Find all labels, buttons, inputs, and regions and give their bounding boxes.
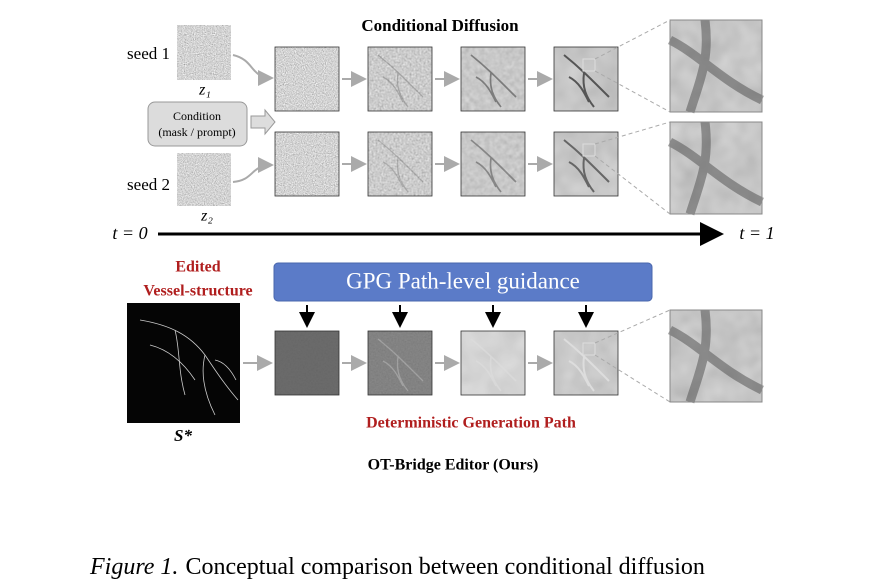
image-border [553, 46, 619, 112]
zoom-vessel [667, 309, 764, 404]
zoom-source [582, 342, 596, 356]
image-border [460, 46, 526, 112]
image-border [367, 330, 433, 396]
image-border [274, 330, 340, 396]
seed-noise [177, 25, 231, 80]
seed-label: seed 2 [127, 175, 170, 194]
zoom-line [594, 19, 671, 60]
step-image [275, 47, 339, 111]
zoom-source [582, 58, 596, 72]
zoom-border [669, 309, 763, 403]
input-label: Vessel-structure [143, 283, 252, 300]
structure-lines [139, 319, 239, 416]
input-symbol: S* [174, 426, 192, 445]
image-border [274, 46, 340, 112]
image-border [553, 131, 619, 197]
structure-image [127, 303, 240, 423]
image-border [460, 131, 526, 197]
condition-box [147, 101, 248, 147]
zoom-vessel [667, 19, 764, 114]
guidance-label: GPG Path-level guidance [346, 268, 580, 293]
seed-label: seed 1 [127, 44, 170, 63]
image-border [367, 131, 433, 197]
latent-label: z₂ [200, 208, 213, 225]
input-label: Edited [175, 259, 220, 276]
step-image [275, 132, 339, 196]
time-end: t = 1 [739, 223, 774, 243]
seed-noise [177, 153, 231, 206]
caption-text: Conceptual comparison between conditiona… [185, 554, 704, 580]
condition-label: (mask / prompt) [158, 125, 235, 139]
time-start: t = 0 [112, 223, 147, 243]
image-border [460, 330, 526, 396]
image-border [553, 330, 619, 396]
zoom-border [669, 19, 763, 113]
flow-arrow [232, 157, 274, 183]
step-image [461, 132, 525, 196]
vessel [563, 139, 610, 193]
caption: Figure 1. Conceptual comparison between c… [89, 554, 705, 580]
step-shade [368, 331, 432, 395]
zoom-line [594, 70, 671, 113]
condition-arrow [250, 108, 276, 136]
step-image [554, 47, 618, 111]
zoom-source [582, 143, 596, 157]
top-title: Conditional Diffusion [361, 16, 519, 35]
zoom-line [594, 354, 671, 403]
vessel [377, 139, 424, 193]
step-image [461, 331, 525, 395]
image-border [274, 131, 340, 197]
vessel [377, 338, 424, 392]
step-image [368, 132, 432, 196]
step-image [554, 132, 618, 196]
flow-arrow [232, 54, 274, 86]
zoom-vessel [667, 121, 764, 216]
step-image [368, 331, 432, 395]
vessel [470, 54, 517, 108]
vessel [563, 54, 610, 108]
vessel [470, 139, 517, 193]
guidance-box [273, 262, 653, 302]
caption-label: Figure 1. [89, 554, 178, 580]
zoom-line [594, 121, 671, 145]
latent-label: z₁ [198, 82, 211, 99]
step-image [461, 47, 525, 111]
vessel [377, 54, 424, 108]
bottom-title: OT-Bridge Editor (Ours) [368, 457, 539, 474]
zoom-line [594, 155, 671, 215]
step-image [368, 47, 432, 111]
zoom-border [669, 121, 763, 215]
path-label: Deterministic Generation Path [366, 415, 576, 432]
step-shade [275, 331, 339, 395]
condition-label: Condition [173, 109, 221, 123]
vessel [470, 338, 517, 392]
image-border [367, 46, 433, 112]
vessel [563, 338, 610, 392]
